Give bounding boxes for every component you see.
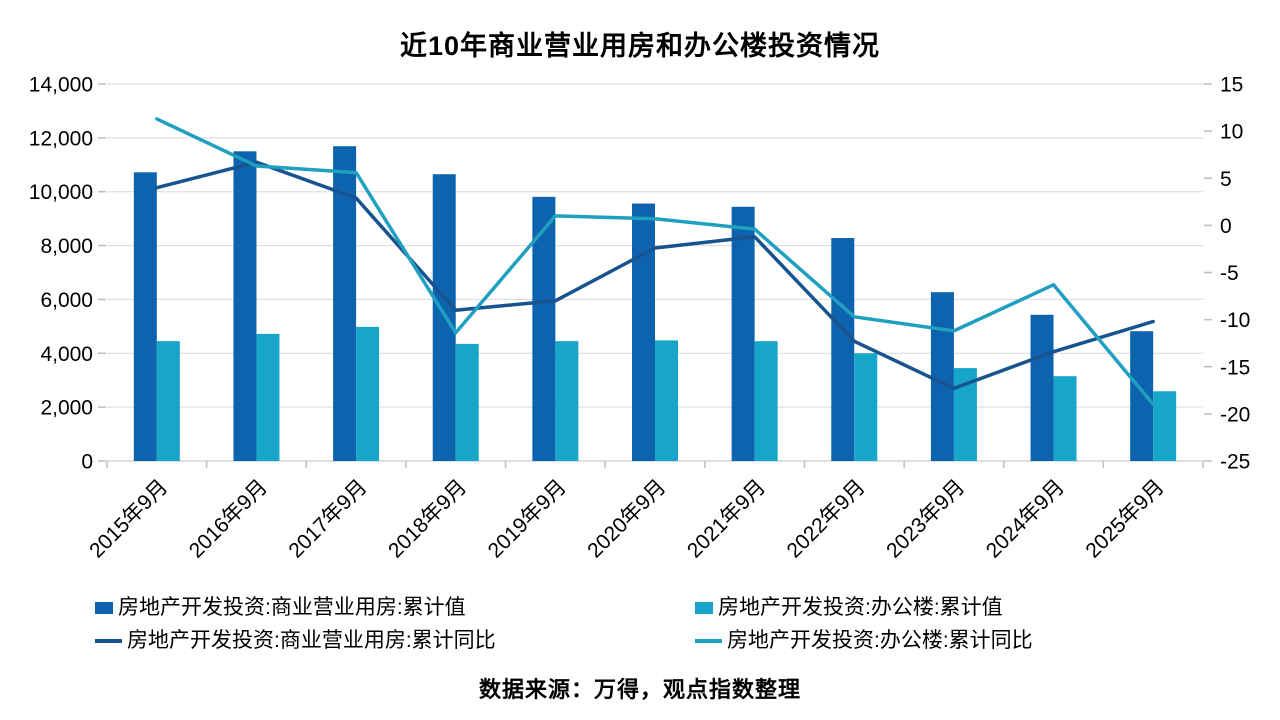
- legend-label-commercial-yoy: 房地产开发投资:商业营业用房:累计同比: [127, 629, 496, 652]
- bar: [233, 151, 257, 462]
- x-axis-label: 2025年9月: [1081, 475, 1168, 562]
- x-axis-label: 2021年9月: [683, 475, 770, 562]
- x-axis-label: 2019年9月: [484, 475, 571, 562]
- axis-ticks: [98, 83, 1212, 468]
- x-axis-label: 2016年9月: [185, 475, 272, 562]
- bar: [655, 340, 678, 461]
- x-axis-label: 2023年9月: [882, 475, 969, 562]
- y-axis-label-right: 15: [1220, 74, 1243, 97]
- bar: [555, 341, 579, 461]
- y-axis-label-left: 10,000: [29, 181, 93, 204]
- bar: [1053, 376, 1077, 461]
- bar: [854, 353, 878, 461]
- trend-line: [155, 117, 1155, 407]
- legend-item-office-yoy: 房地产开发投资:办公楼:累计同比: [695, 630, 1205, 652]
- bar: [953, 368, 977, 461]
- legend: 房地产开发投资:商业营业用房:累计值 房地产开发投资:办公楼:累计值 房地产开发…: [95, 597, 1205, 652]
- bar: [156, 341, 180, 461]
- x-axis-label: 2015年9月: [85, 475, 172, 562]
- y-axis-label-right: 0: [1220, 215, 1232, 238]
- bar: [1153, 391, 1177, 461]
- y-axis-label-right: -10: [1220, 309, 1250, 332]
- bar: [632, 203, 655, 461]
- legend-item-commercial-value: 房地产开发投资:商业营业用房:累计值: [95, 597, 695, 619]
- y-axis-label-right: 10: [1220, 121, 1243, 144]
- bar: [930, 292, 954, 461]
- legend-label-office-value: 房地产开发投资:办公楼:累计值: [718, 596, 1003, 619]
- legend-item-commercial-yoy: 房地产开发投资:商业营业用房:累计同比: [95, 630, 695, 652]
- legend-swatch-line-dark: [95, 639, 122, 643]
- bar: [754, 341, 778, 461]
- line-series: [155, 117, 1155, 407]
- bar: [256, 333, 280, 461]
- legend-label-office-yoy: 房地产开发投资:办公楼:累计同比: [727, 629, 1033, 652]
- bar: [333, 146, 357, 461]
- legend-swatch-bar-cyan: [695, 602, 713, 614]
- bar: [133, 172, 157, 461]
- y-axis-label-right: -15: [1220, 356, 1250, 379]
- x-axis-label: 2018年9月: [384, 475, 471, 562]
- y-axis-label-right: -5: [1220, 262, 1239, 285]
- legend-label-commercial-value: 房地产开发投资:商业营业用房:累计值: [118, 596, 466, 619]
- data-source: 数据来源：万得，观点指数整理: [478, 677, 801, 702]
- bar: [455, 343, 479, 461]
- y-axis-label-left: 2,000: [40, 397, 93, 420]
- x-axis-label: 2024年9月: [982, 475, 1069, 562]
- legend-item-office-value: 房地产开发投资:办公楼:累计值: [695, 597, 1205, 619]
- bar: [731, 206, 755, 461]
- y-axis-label-left: 14,000: [29, 74, 93, 97]
- y-axis-label-right: -20: [1220, 403, 1250, 426]
- y-axis-label-left: 0: [81, 451, 93, 474]
- bar: [356, 326, 380, 461]
- y-axis-label-left: 12,000: [29, 127, 93, 150]
- legend-swatch-bar-dark: [95, 602, 113, 614]
- bar: [831, 238, 855, 461]
- y-axis-label-right: 5: [1220, 168, 1232, 191]
- y-axis-label-left: 4,000: [40, 343, 93, 366]
- x-axis-label: 2022年9月: [783, 475, 870, 562]
- bar-series: [133, 146, 1177, 462]
- y-axis-label-right: -25: [1220, 451, 1250, 474]
- bar: [1130, 331, 1154, 461]
- legend-swatch-line-cyan: [695, 639, 722, 643]
- y-axis-label-left: 6,000: [40, 289, 93, 312]
- y-axis-label-left: 8,000: [40, 235, 93, 258]
- bar: [1030, 314, 1054, 461]
- chart-title: 近10年商业营业用房和办公楼投资情况: [399, 31, 881, 61]
- x-axis-label: 2020年9月: [583, 475, 670, 562]
- x-axis-label: 2017年9月: [284, 475, 371, 562]
- trend-line: [155, 160, 1155, 391]
- bar: [532, 196, 556, 461]
